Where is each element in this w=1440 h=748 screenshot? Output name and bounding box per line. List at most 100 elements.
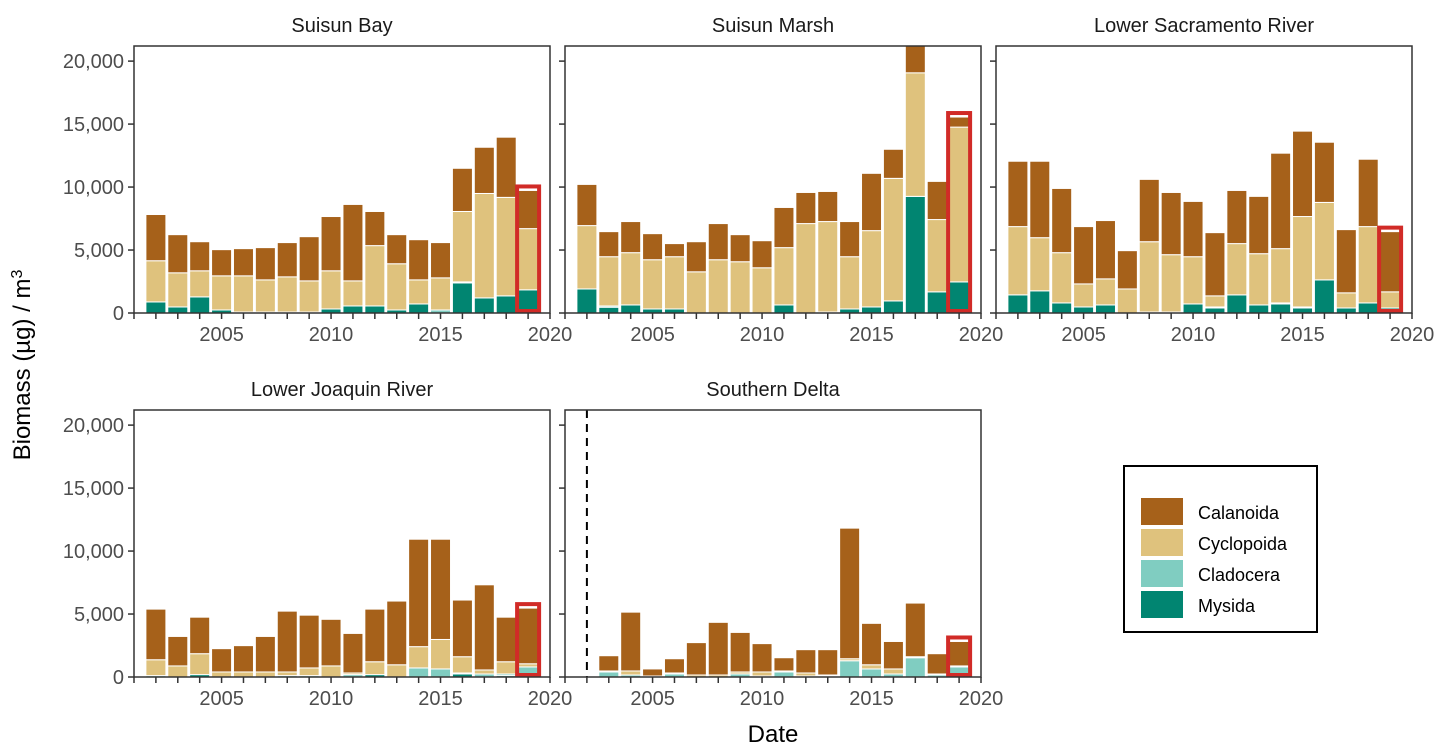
bar-segment-calanoida-2017 bbox=[1335, 229, 1357, 294]
panel-suisun-marsh: Suisun Marsh 2005 2010 2015 2020 bbox=[559, 15, 1003, 346]
bar-segment-calanoida-2013 bbox=[386, 600, 408, 666]
bar-segment-cladocera-2014 bbox=[839, 660, 861, 677]
y-tick-label: 15,000 bbox=[63, 478, 124, 500]
bar-segment-cyclopoida-2005 bbox=[211, 671, 233, 677]
bar-segment-cyclopoida-2012 bbox=[364, 661, 386, 676]
bar-segment-cyclopoida-2017 bbox=[473, 192, 495, 299]
x-tick-label: 2015 bbox=[1280, 324, 1325, 346]
bar-segment-cyclopoida-2003 bbox=[167, 272, 189, 308]
bar-segment-cyclopoida-2010 bbox=[320, 665, 342, 677]
bar-segment-calanoida-2011 bbox=[773, 206, 795, 249]
y-axis-title-text: Biomass (µg) / m bbox=[9, 279, 36, 461]
bars bbox=[145, 538, 542, 677]
bar-segment-calanoida-2013 bbox=[817, 649, 839, 676]
bar-segment-calanoida-2017 bbox=[473, 584, 495, 671]
bar-segment-cyclopoida-2002 bbox=[1007, 226, 1029, 296]
bar-segment-cyclopoida-2018 bbox=[495, 196, 517, 297]
bar-segment-cyclopoida-2008 bbox=[707, 259, 729, 313]
bar-segment-cladocera-2011 bbox=[773, 671, 795, 677]
bar-segment-calanoida-2016 bbox=[451, 167, 473, 212]
bar-segment-cyclopoida-2016 bbox=[882, 177, 904, 302]
bar-segment-calanoida-2019 bbox=[948, 640, 970, 667]
bar-segment-calanoida-2014 bbox=[408, 538, 430, 648]
y-axis-title: Biomass (µg) / m3 bbox=[9, 270, 37, 461]
bar-segment-cyclopoida-2014 bbox=[1270, 248, 1292, 304]
bar-segment-cyclopoida-2018 bbox=[495, 661, 517, 675]
bar-segment-calanoida-2006 bbox=[663, 243, 685, 258]
y-tick-label: 10,000 bbox=[63, 541, 124, 563]
panel-border bbox=[133, 45, 551, 314]
bar-segment-calanoida-2006 bbox=[1094, 220, 1116, 280]
legend-label-mysida: Mysida bbox=[1198, 596, 1256, 616]
x-tick-label: 2010 bbox=[309, 688, 354, 710]
bar-segment-cyclopoida-2005 bbox=[642, 259, 664, 310]
bar-segment-mysida-2012 bbox=[364, 305, 386, 313]
bar-segment-calanoida-2018 bbox=[926, 180, 948, 221]
bar-segment-mysida-2006 bbox=[1094, 304, 1116, 313]
legend-swatch-cyclopoida bbox=[1141, 529, 1183, 556]
bar-segment-calanoida-2002 bbox=[576, 183, 598, 227]
x-tick-label: 2010 bbox=[740, 688, 785, 710]
bar-segment-cyclopoida-2004 bbox=[189, 270, 211, 298]
bar-segment-cyclopoida-2008 bbox=[1138, 241, 1160, 313]
bar-segment-cladocera-2015 bbox=[861, 668, 883, 677]
bar-segment-calanoida-2003 bbox=[167, 635, 189, 667]
x-tick-label: 2005 bbox=[1061, 324, 1106, 346]
y-tick-label: 10,000 bbox=[63, 177, 124, 199]
bar-segment-cyclopoida-2003 bbox=[598, 256, 620, 307]
bar-segment-cyclopoida-2004 bbox=[1051, 252, 1073, 304]
bar-segment-calanoida-2017 bbox=[473, 146, 495, 194]
bar-segment-calanoida-2004 bbox=[189, 616, 211, 655]
bar-segment-calanoida-2012 bbox=[795, 191, 817, 225]
bar-segment-mysida-2002 bbox=[145, 301, 167, 313]
bar-segment-cyclopoida-2004 bbox=[620, 252, 642, 306]
panel-southern-delta: Southern Delta 2005 2010 2015 2020 bbox=[559, 379, 1003, 710]
x-tick-label: 2010 bbox=[1171, 324, 1216, 346]
bar-segment-calanoida-2007 bbox=[254, 635, 276, 673]
bar-segment-calanoida-2019 bbox=[517, 189, 539, 230]
bar-segment-calanoida-2016 bbox=[451, 599, 473, 658]
bar-segment-mysida-2014 bbox=[408, 303, 430, 313]
bar-segment-cyclopoida-2016 bbox=[451, 656, 473, 674]
bar-segment-mysida-2012 bbox=[1226, 294, 1248, 313]
bar-segment-calanoida-2004 bbox=[189, 241, 211, 272]
bar-segment-mysida-2016 bbox=[1313, 279, 1335, 313]
bars bbox=[145, 136, 542, 313]
bar-segment-cyclopoida-2014 bbox=[408, 279, 430, 305]
bar-segment-calanoida-2018 bbox=[495, 136, 517, 198]
y-tick-label: 15,000 bbox=[63, 114, 124, 136]
bar-segment-calanoida-2004 bbox=[620, 611, 642, 672]
bar-segment-cyclopoida-2016 bbox=[882, 668, 904, 675]
bar-segment-calanoida-2002 bbox=[1007, 160, 1029, 228]
bar-segment-cyclopoida-2008 bbox=[276, 671, 298, 677]
bar-segment-calanoida-2009 bbox=[729, 234, 751, 263]
bar-segment-calanoida-2005 bbox=[211, 648, 233, 673]
bar-segment-calanoida-2010 bbox=[1182, 200, 1204, 258]
bar-segment-calanoida-2007 bbox=[1116, 250, 1138, 290]
x-tick-label: 2005 bbox=[630, 688, 675, 710]
bar-segment-calanoida-2004 bbox=[1051, 187, 1073, 254]
panel-border bbox=[564, 409, 982, 678]
bar-segment-calanoida-2004 bbox=[620, 221, 642, 254]
bar-segment-calanoida-2014 bbox=[408, 239, 430, 281]
panel-title: Suisun Marsh bbox=[712, 15, 834, 37]
bar-segment-cyclopoida-2012 bbox=[364, 245, 386, 307]
bar-segment-calanoida-2015 bbox=[430, 538, 452, 640]
bar-segment-calanoida-2005 bbox=[642, 668, 664, 677]
panel-lower-sacramento-river: Lower Sacramento River 2005 2010 2015 2020 bbox=[990, 15, 1434, 346]
bars bbox=[576, 46, 973, 313]
bar-segment-calanoida-2012 bbox=[364, 608, 386, 663]
bar-segment-calanoida-2011 bbox=[773, 657, 795, 672]
bar-segment-cladocera-2015 bbox=[430, 668, 452, 677]
panel-title: Southern Delta bbox=[706, 379, 840, 401]
bar-segment-calanoida-2003 bbox=[598, 655, 620, 672]
bar-segment-calanoida-2012 bbox=[364, 210, 386, 247]
bar-segment-calanoida-2017 bbox=[904, 602, 926, 658]
bar-segment-calanoida-2011 bbox=[342, 203, 364, 282]
x-axis-title: Date bbox=[748, 721, 799, 748]
bar-segment-cyclopoida-2010 bbox=[320, 270, 342, 310]
bar-segment-cyclopoida-2006 bbox=[1094, 278, 1116, 306]
bar-segment-cyclopoida-2011 bbox=[773, 247, 795, 306]
bar-segment-calanoida-2003 bbox=[598, 231, 620, 258]
bar-segment-mysida-2004 bbox=[620, 304, 642, 313]
